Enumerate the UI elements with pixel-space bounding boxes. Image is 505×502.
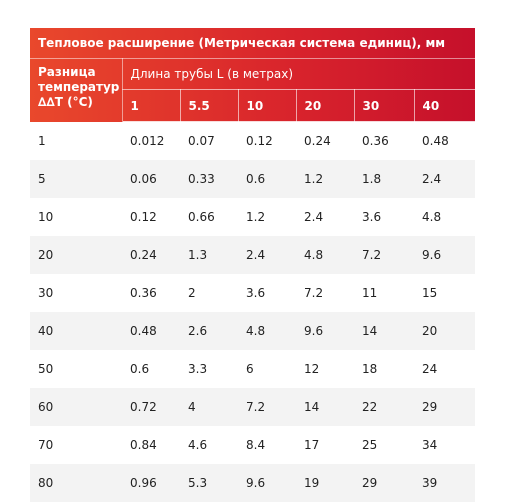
table-row: 5 0.06 0.33 0.6 1.2 1.8 2.4 [30, 160, 476, 198]
row-label: 30 [38, 286, 54, 300]
table-cell: 4.6 [188, 438, 208, 452]
table-cell: 0.36 [362, 134, 389, 148]
table-row: 50 0.6 3.3 6 12 18 24 [30, 350, 475, 388]
table-cell: 0.6 [130, 362, 150, 376]
table-cell: 9.6 [414, 236, 476, 274]
row-label: 1 [38, 133, 46, 148]
table-cell: 2 [188, 286, 196, 300]
table-cell: 0.48 [422, 134, 449, 148]
table-cell: 2.4 [238, 236, 296, 274]
table-cell: 4.8 [238, 312, 296, 350]
table-cell: 0.33 [180, 160, 238, 198]
table-cell: 5.3 [180, 464, 238, 502]
table-cell: 9.6 [296, 312, 354, 350]
table-cell: 20 [414, 312, 476, 350]
table-row: 30 0.36 2 3.6 7.2 11 15 [30, 274, 475, 312]
table-cell: 0.36 [130, 286, 157, 300]
table-cell: 17 [304, 438, 320, 452]
table-row: 20 0.24 1.3 2.4 4.8 7.2 9.6 [30, 236, 476, 274]
table-cell: 4.8 [422, 210, 442, 224]
table-cell: 29 [354, 464, 414, 502]
table-cell: 1.3 [180, 236, 238, 274]
table-cell: 0.012 [130, 134, 165, 148]
row-label: 60 [30, 388, 122, 426]
table-cell: 3.6 [362, 210, 382, 224]
table-cell: 0.48 [122, 312, 180, 350]
column-header: 10 [237, 89, 297, 122]
column-header: 1 [121, 89, 181, 122]
table-cell: 2.6 [180, 312, 238, 350]
table-cell: 7.2 [304, 286, 324, 300]
column-header: 40 [413, 89, 476, 122]
row-label: 70 [38, 438, 54, 452]
row-label: 80 [30, 464, 122, 502]
table-cell: 4 [180, 388, 238, 426]
column-group-header: Длина трубы L (в метрах) [122, 58, 476, 90]
table-cell: 0.6 [238, 160, 296, 198]
table-row: 40 0.48 2.6 4.8 9.6 14 20 [30, 312, 476, 350]
table-cell: 12 [304, 362, 320, 376]
table-row: 60 0.72 4 7.2 14 22 29 [30, 388, 476, 426]
table-cell: 0.12 [246, 134, 273, 148]
table-container: Тепловое расширение (Метрическая система… [30, 28, 476, 502]
table-cell: 1.2 [296, 160, 354, 198]
page: Тепловое расширение (Метрическая система… [30, 28, 476, 502]
table-title: Тепловое расширение (Метрическая система… [38, 36, 446, 50]
table-cell: 0.06 [122, 160, 180, 198]
expansion-table: Тепловое расширение (Метрическая система… [30, 28, 476, 502]
table-cell: 0.96 [122, 464, 180, 502]
row-label: 50 [38, 362, 54, 376]
table-cell: 1.8 [354, 160, 414, 198]
row-label: 5 [30, 160, 122, 198]
table-cell: 22 [354, 388, 414, 426]
table-cell: 7.2 [238, 388, 296, 426]
table-row: 1 0.012 0.07 0.12 0.24 0.36 0.48 [30, 122, 475, 161]
table-cell: 11 [362, 286, 378, 300]
table-cell: 3.6 [246, 286, 266, 300]
table-cell: 24 [422, 362, 438, 376]
table-cell: 3.3 [188, 362, 208, 376]
table-cell: 6 [246, 362, 254, 376]
table-cell: 0.12 [130, 210, 157, 224]
table-cell: 4.8 [296, 236, 354, 274]
table-cell: 0.72 [122, 388, 180, 426]
row-header: Разница температур ∆∆T (°C) [30, 58, 123, 122]
table-row: 70 0.84 4.6 8.4 17 25 34 [30, 426, 475, 464]
table-cell: 39 [414, 464, 476, 502]
table-row: 80 0.96 5.3 9.6 19 29 39 [30, 464, 476, 502]
row-label: 40 [30, 312, 122, 350]
table-cell: 14 [296, 388, 354, 426]
table-cell: 1.2 [246, 210, 266, 224]
table-cell: 0.24 [304, 134, 331, 148]
table-row: 10 0.12 0.66 1.2 2.4 3.6 4.8 [30, 198, 475, 236]
row-label: 20 [30, 236, 122, 274]
column-header: 20 [295, 89, 355, 122]
table-cell: 0.84 [130, 438, 157, 452]
table-cell: 2.4 [304, 210, 324, 224]
table-cell: 29 [414, 388, 476, 426]
column-header: 5.5 [179, 89, 239, 122]
table-cell: 14 [354, 312, 414, 350]
column-header: 30 [353, 89, 415, 122]
table-cell: 18 [362, 362, 378, 376]
table-cell: 25 [362, 438, 378, 452]
row-label: 10 [38, 210, 54, 224]
table-cell: 2.4 [414, 160, 476, 198]
table-cell: 0.66 [188, 210, 215, 224]
table-cell: 34 [422, 438, 438, 452]
table-cell: 0.07 [188, 134, 215, 148]
table-cell: 9.6 [238, 464, 296, 502]
table-cell: 7.2 [354, 236, 414, 274]
table-cell: 15 [422, 286, 438, 300]
table-cell: 8.4 [246, 438, 266, 452]
table-cell: 19 [296, 464, 354, 502]
table-cell: 0.24 [122, 236, 180, 274]
